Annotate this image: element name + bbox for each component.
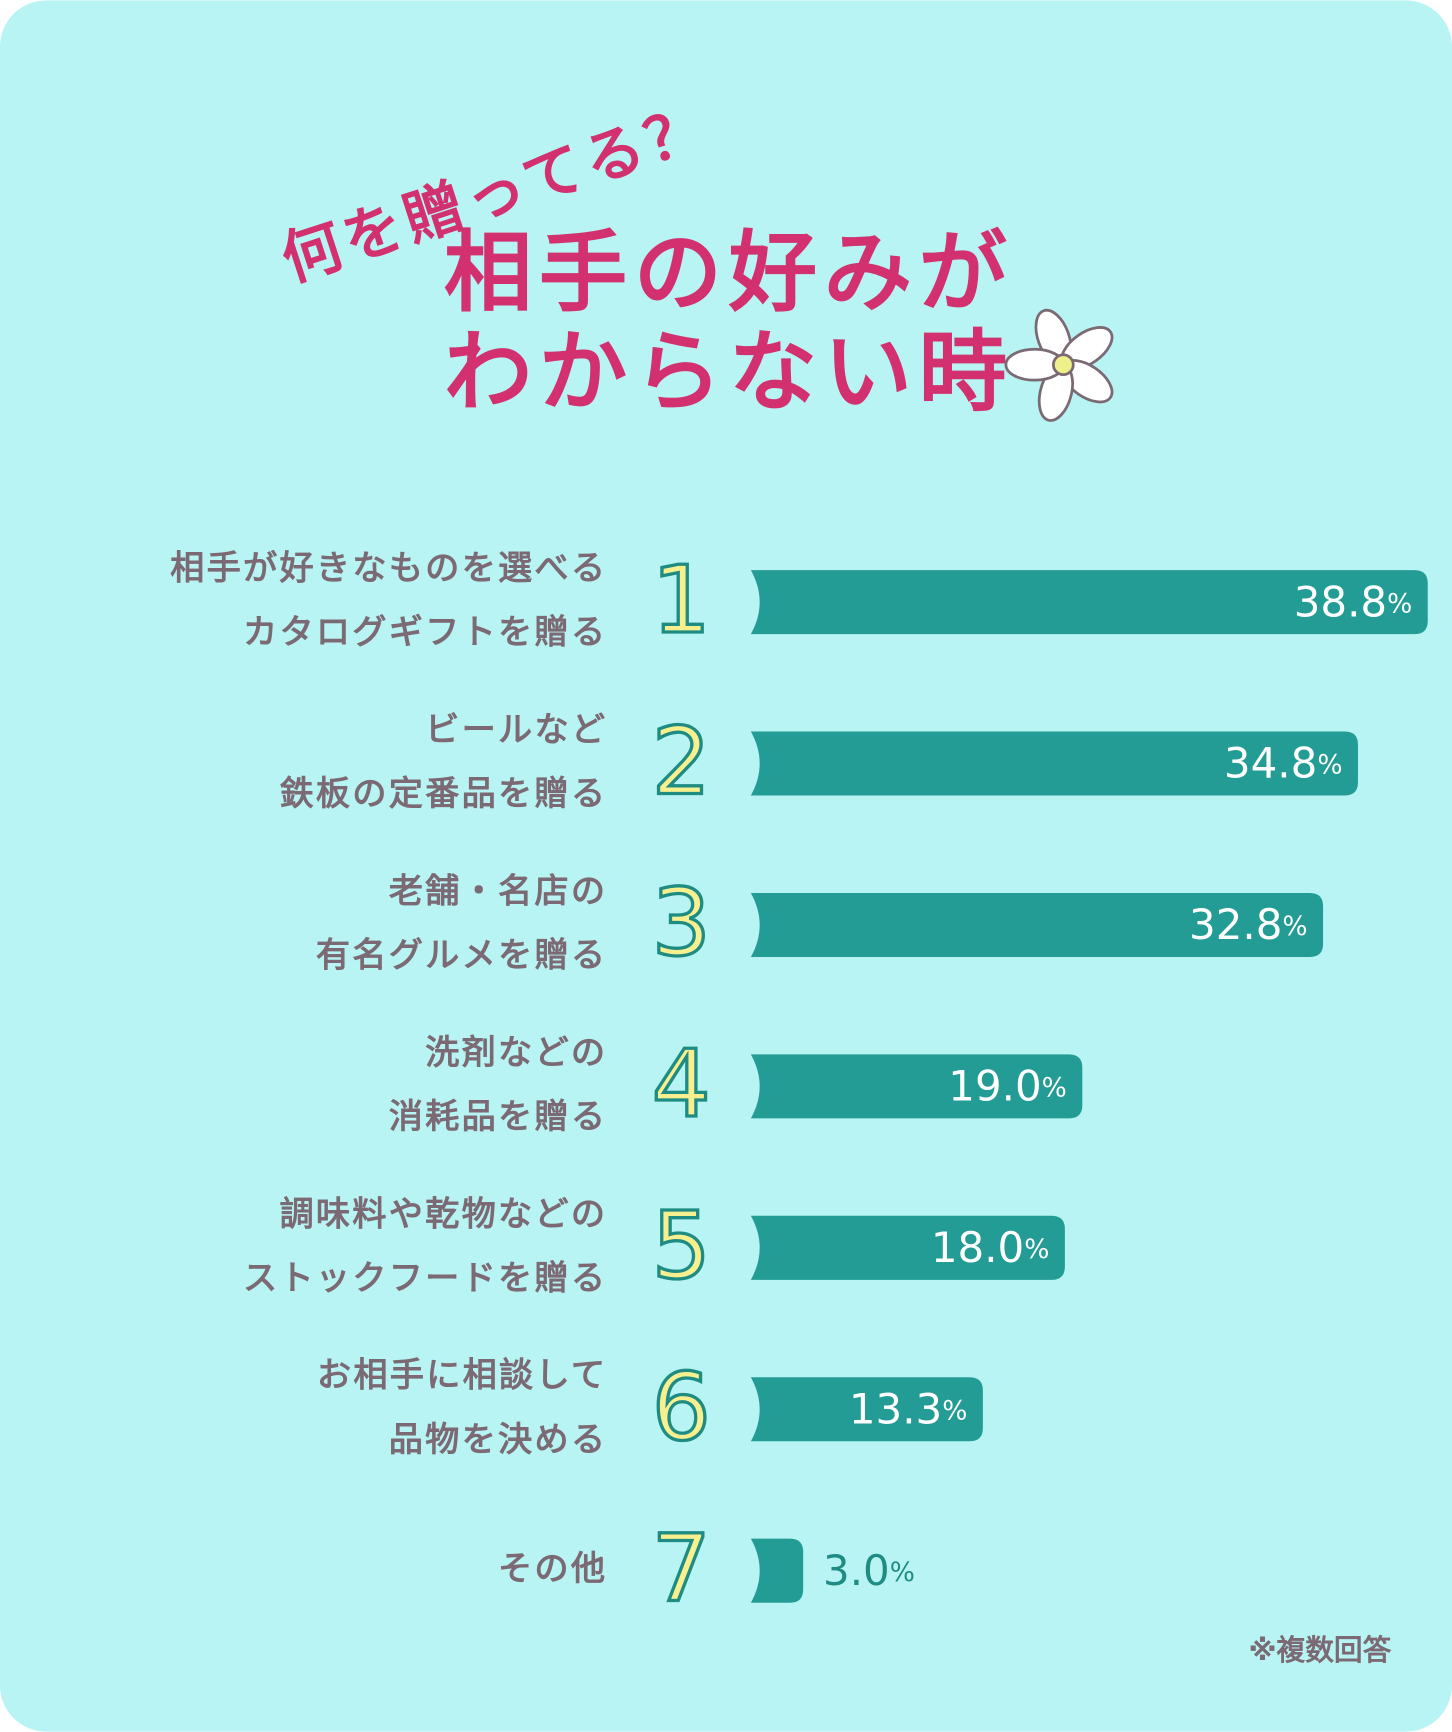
chart-title: 相手の好みが [444, 221, 1014, 324]
note: ※複数回答 [1249, 1633, 1392, 1667]
rank-number: 7 [652, 1514, 711, 1622]
bar [750, 1054, 1083, 1119]
bar [750, 731, 1358, 796]
value-label: 19.0% [948, 1061, 1067, 1110]
category-label: 鉄板の定番品を贈る [279, 774, 607, 814]
rank-number: 1 [652, 546, 711, 654]
value-label: 34.8% [1224, 738, 1343, 787]
category-label: その他 [498, 1549, 607, 1589]
category-label: 相手が好きなものを選べる [170, 549, 607, 589]
bar [750, 1538, 804, 1603]
category-label: 洗剤などの [425, 1033, 607, 1073]
bar [750, 1377, 983, 1442]
category-label: 調味料や乾物などの [279, 1194, 607, 1234]
category-label: ストックフードを贈る [243, 1258, 607, 1298]
rank-number: 2 [652, 707, 711, 815]
rank-number: 4 [652, 1030, 711, 1138]
value-label: 32.8% [1189, 900, 1308, 949]
value-label: 13.3% [849, 1384, 968, 1433]
category-label: お相手に相談して [317, 1356, 607, 1396]
category-label: 老舗・名店の [389, 871, 608, 911]
chart-title: わからない時 [444, 320, 1014, 423]
flower-icon [1004, 308, 1114, 422]
value-label: 38.8% [1294, 577, 1413, 626]
bar [750, 892, 1324, 957]
rank-number: 3 [652, 869, 711, 977]
category-label: ビールなど [425, 710, 607, 750]
category-label: 品物を決める [389, 1420, 608, 1460]
category-label: カタログギフトを贈る [243, 613, 607, 653]
rank-number: 5 [652, 1192, 711, 1300]
category-label: 有名グルメを贈る [316, 935, 607, 975]
rank-number: 6 [652, 1353, 711, 1461]
value-label: 3.0% [823, 1545, 915, 1594]
bar [750, 570, 1428, 635]
bar [750, 1215, 1065, 1280]
value-label: 18.0% [931, 1223, 1050, 1272]
category-label: 消耗品を贈る [389, 1097, 608, 1137]
